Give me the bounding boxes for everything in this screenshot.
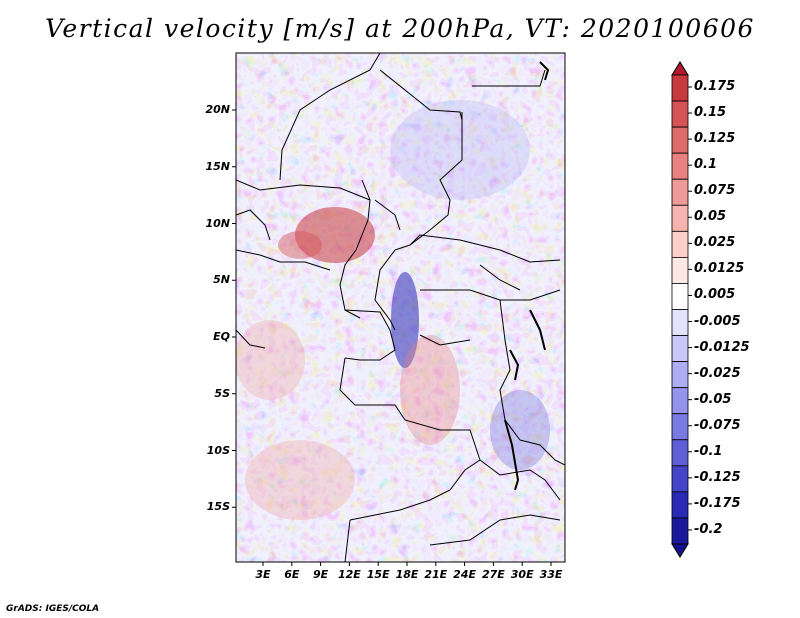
lat-label: 20N <box>205 103 230 116</box>
colorbar-segment <box>671 439 689 467</box>
colorbar-segment <box>671 204 689 232</box>
colorbar-segment <box>671 100 689 128</box>
colorbar-segment <box>671 283 689 310</box>
colorbar-segment <box>671 465 689 493</box>
colorbar-segment <box>671 387 689 415</box>
lon-label: 12E <box>337 568 361 581</box>
velocity-field <box>236 53 565 562</box>
grads-credit: GrADS: IGES/COLA <box>6 604 100 614</box>
colorbar-top-arrow <box>671 61 689 76</box>
colorbar-label: 0.075 <box>694 183 736 199</box>
colorbar-label: 0.05 <box>694 209 727 225</box>
colorbar-segment <box>671 361 689 389</box>
colorbar-segment <box>671 178 689 206</box>
lat-label: 15N <box>205 159 230 173</box>
colorbar-segment <box>671 74 689 102</box>
lon-label: 30E <box>510 568 534 581</box>
colorbar <box>671 61 692 558</box>
colorbar-segment <box>671 335 689 363</box>
colorbar-segment <box>671 491 689 519</box>
lat-label: 15S <box>206 500 230 514</box>
lon-label: 6E <box>284 568 300 581</box>
country-borders <box>236 53 565 562</box>
axis-ticks <box>232 109 552 566</box>
colorbar-label: -0.1 <box>694 443 723 459</box>
colorbar-bottom-arrow <box>671 543 689 558</box>
lat-label: 5N <box>213 273 230 287</box>
plot-title: Vertical velocity [m/s] at 200hPa, VT: 2… <box>45 14 755 43</box>
colorbar-label: -0.175 <box>694 495 741 511</box>
colorbar-segment <box>671 413 689 441</box>
colorbar-segment <box>671 309 689 336</box>
colorbar-segment <box>671 256 689 284</box>
lon-label: 18E <box>395 568 419 581</box>
map-frame <box>235 52 566 563</box>
colorbar-label: 0.125 <box>694 131 736 147</box>
colorbar-label: -0.2 <box>694 521 723 537</box>
colorbar-label: -0.025 <box>694 365 741 381</box>
colorbar-label: -0.0125 <box>694 339 750 355</box>
lon-label: 15E <box>366 568 390 581</box>
colorbar-segment <box>671 230 689 258</box>
lat-label: 5S <box>214 386 230 400</box>
colorbar-label: -0.075 <box>694 417 741 433</box>
colorbar-label: 0.025 <box>694 235 736 251</box>
lat-label: EQ <box>213 330 230 343</box>
colorbar-label: 0.175 <box>694 79 736 94</box>
colorbar-label: 0.15 <box>694 105 727 121</box>
colorbar-label: -0.005 <box>694 313 741 329</box>
lake-outlines <box>504 61 550 491</box>
colorbar-segment <box>671 517 689 545</box>
lon-label: 33E <box>539 568 563 581</box>
lat-label: 10S <box>206 443 230 457</box>
colorbar-label: 0.005 <box>694 287 736 303</box>
lon-label: 24E <box>453 568 476 581</box>
colorbar-label: -0.125 <box>694 469 741 485</box>
colorbar-label: -0.05 <box>694 391 732 407</box>
colorbar-label: 0.1 <box>694 157 718 173</box>
lat-label: 10N <box>205 216 230 230</box>
lon-label: 9E <box>313 568 329 581</box>
lon-label: 3E <box>255 568 271 581</box>
colorbar-segment <box>671 126 689 154</box>
lon-label: 21E <box>424 568 448 581</box>
colorbar-label: 0.0125 <box>694 261 745 277</box>
colorbar-segment <box>671 152 689 180</box>
lon-label: 27E <box>481 568 505 581</box>
